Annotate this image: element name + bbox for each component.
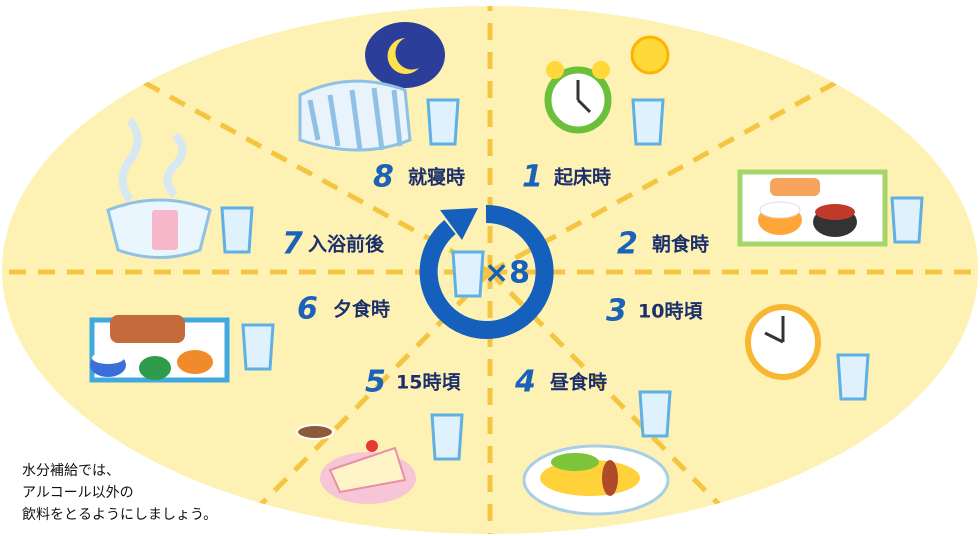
note-line: アルコール以外の (22, 485, 134, 501)
segment-number: 8 (373, 160, 394, 195)
glass (838, 355, 868, 399)
segment-label: 朝食時 (652, 233, 709, 256)
segment-label: 10時頃 (638, 301, 703, 323)
segment-label: 就寝時 (408, 166, 465, 189)
center-label: ×8 (484, 256, 530, 291)
segment-label: 昼食時 (550, 371, 607, 394)
segment-number: 4 (514, 365, 536, 400)
glass (892, 198, 922, 242)
segment-label: 入浴前後 (308, 233, 385, 256)
note-line: 水分補給では、 (22, 463, 120, 479)
segment-number: 5 (365, 365, 386, 400)
glass (222, 208, 252, 252)
segment-label: 起床時 (553, 166, 611, 189)
glass (432, 415, 462, 459)
segment-label: 15時頃 (396, 372, 461, 394)
segment-number: 6 (297, 292, 318, 327)
infographic: ×8 8 就寝時 1 起床時 7 入浴前後 2 朝食時 6 夕食時 3 10時頃… (0, 0, 980, 536)
glass (453, 252, 483, 296)
segment-number: 1 (522, 160, 543, 195)
segment-number: 2 (617, 227, 638, 262)
glass (243, 325, 273, 369)
glass (633, 100, 663, 144)
segment-label: 夕食時 (333, 298, 390, 321)
glass (428, 100, 458, 144)
glass (640, 392, 670, 436)
segment-number: 3 (606, 294, 627, 329)
note-line: 飲料をとるようにしましょう。 (22, 507, 217, 523)
segment-number: 7 (282, 227, 303, 262)
